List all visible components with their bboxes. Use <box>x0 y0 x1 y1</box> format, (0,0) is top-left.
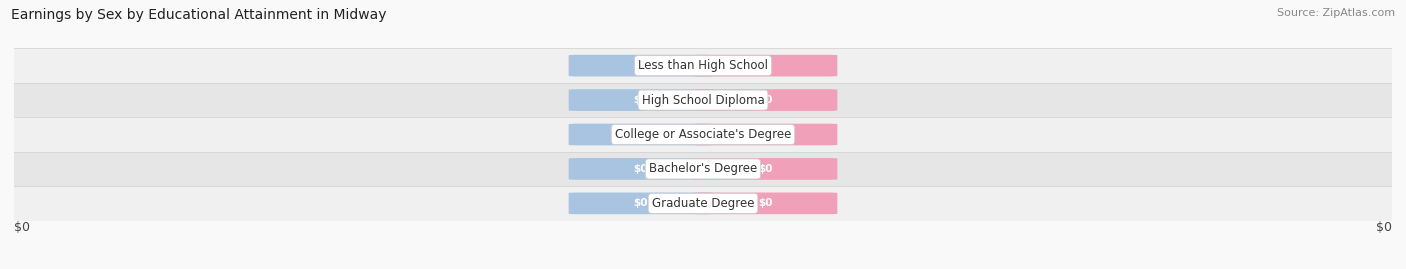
Text: $0: $0 <box>1376 221 1392 233</box>
FancyBboxPatch shape <box>693 193 838 214</box>
Bar <box>14 186 1392 221</box>
FancyBboxPatch shape <box>568 158 713 180</box>
Text: $0: $0 <box>634 198 648 208</box>
Bar <box>14 48 1392 83</box>
Text: $0: $0 <box>634 129 648 140</box>
FancyBboxPatch shape <box>568 124 713 145</box>
Bar <box>14 117 1392 152</box>
Text: Bachelor's Degree: Bachelor's Degree <box>650 162 756 175</box>
Text: Less than High School: Less than High School <box>638 59 768 72</box>
Text: $0: $0 <box>758 198 772 208</box>
FancyBboxPatch shape <box>693 55 838 76</box>
Text: $0: $0 <box>634 61 648 71</box>
Text: Earnings by Sex by Educational Attainment in Midway: Earnings by Sex by Educational Attainmen… <box>11 8 387 22</box>
FancyBboxPatch shape <box>568 89 713 111</box>
Text: $0: $0 <box>634 164 648 174</box>
Bar <box>14 152 1392 186</box>
FancyBboxPatch shape <box>693 89 838 111</box>
FancyBboxPatch shape <box>568 193 713 214</box>
Text: $0: $0 <box>758 61 772 71</box>
Text: High School Diploma: High School Diploma <box>641 94 765 107</box>
Text: $0: $0 <box>14 221 30 233</box>
Text: Graduate Degree: Graduate Degree <box>652 197 754 210</box>
FancyBboxPatch shape <box>693 124 838 145</box>
Text: $0: $0 <box>758 129 772 140</box>
Text: College or Associate's Degree: College or Associate's Degree <box>614 128 792 141</box>
Text: $0: $0 <box>634 95 648 105</box>
FancyBboxPatch shape <box>693 158 838 180</box>
Text: Source: ZipAtlas.com: Source: ZipAtlas.com <box>1277 8 1395 18</box>
Text: $0: $0 <box>758 164 772 174</box>
Bar <box>14 83 1392 117</box>
Text: $0: $0 <box>758 95 772 105</box>
FancyBboxPatch shape <box>568 55 713 76</box>
